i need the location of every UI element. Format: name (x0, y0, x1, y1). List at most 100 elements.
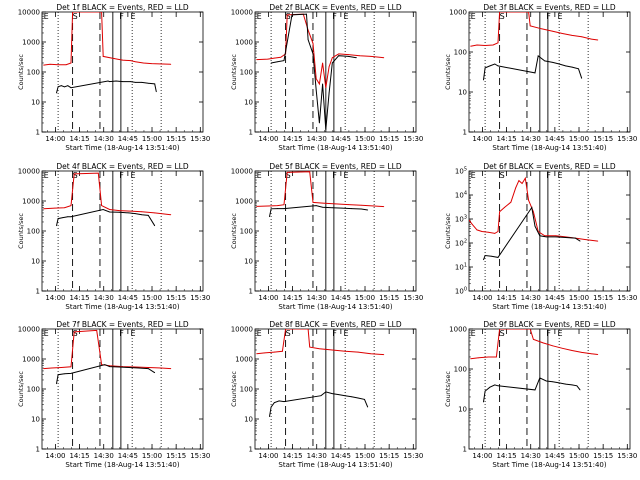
data-point (534, 225, 536, 227)
y-tick-label: 1 (36, 446, 40, 454)
data-point (154, 372, 156, 374)
data-point (109, 365, 111, 367)
data-point (359, 55, 361, 57)
data-point (283, 401, 285, 403)
data-point (529, 25, 531, 27)
data-point (331, 57, 333, 59)
x-tick-label: 15:15 (593, 452, 613, 460)
data-point (347, 54, 349, 56)
data-point (54, 207, 56, 209)
data-point (43, 64, 45, 66)
event-marker-label: E (471, 329, 476, 338)
data-point (533, 338, 534, 340)
x-tick-label: 14:45 (118, 452, 138, 460)
data-point (281, 350, 283, 352)
data-point (122, 81, 123, 82)
event-marker-label: S (500, 171, 505, 180)
data-point (64, 207, 65, 209)
data-point (552, 345, 554, 347)
data-point (338, 55, 340, 57)
data-point (160, 367, 162, 369)
chart-title: Det 5f BLACK = Events, RED = LLD (269, 162, 402, 171)
event-marker-label: E (44, 329, 49, 338)
y-tick-label: 1 (249, 288, 253, 296)
event-marker-label: S (500, 329, 505, 338)
data-point (115, 80, 117, 82)
data-point (109, 209, 111, 210)
data-point (57, 218, 59, 219)
data-point (97, 172, 99, 174)
chart-title: Det 1f BLACK = Events, RED = LLD (56, 3, 189, 12)
data-point (264, 352, 266, 354)
series-line-events (483, 55, 583, 81)
x-tick-label: 14:15 (69, 452, 89, 460)
data-point (57, 374, 59, 376)
series-line-lld (43, 12, 171, 66)
data-point (565, 237, 566, 238)
y-tick-label: 10 (31, 416, 40, 424)
data-point (576, 385, 578, 387)
event-marker-label: E (558, 12, 563, 21)
data-point (356, 57, 357, 59)
data-point (521, 183, 523, 184)
event-marker-label: F (546, 329, 551, 338)
time-markers (484, 329, 589, 449)
x-axis-label: Start Time (18-Aug-14 13:51:40) (278, 144, 392, 152)
data-point (528, 199, 529, 201)
x-tick-label: 14:00 (45, 452, 65, 460)
event-marker-label: E (344, 329, 349, 338)
data-point (102, 56, 104, 57)
chart-title: Det 4f BLACK = Events, RED = LLD (56, 162, 189, 171)
data-point (534, 389, 536, 391)
x-tick-label: 14:00 (45, 135, 65, 143)
data-point (277, 61, 278, 63)
data-point (539, 377, 541, 379)
x-tick-label: 15:00 (142, 135, 162, 143)
data-point (128, 212, 130, 214)
data-point (331, 62, 333, 64)
data-point (307, 39, 309, 41)
y-tick-label: 1 (249, 446, 253, 454)
data-point (578, 68, 579, 70)
chart-title: Det 7f BLACK = Events, RED = LLD (56, 320, 189, 329)
data-point (315, 89, 317, 91)
data-point (170, 63, 172, 65)
x-tick-label: 15:00 (355, 294, 375, 302)
data-point (489, 386, 491, 388)
y-tick-label: 1000 (22, 356, 40, 364)
x-tick-label: 14:15 (69, 294, 89, 302)
data-point (280, 56, 282, 58)
data-point (497, 42, 499, 44)
data-point (151, 63, 152, 65)
data-point (170, 368, 172, 369)
series-line-events (271, 13, 357, 130)
data-point (154, 225, 156, 227)
x-tick-label: 14:15 (496, 452, 516, 460)
x-tick-label: 15:00 (569, 452, 589, 460)
data-point (484, 45, 486, 46)
data-point (344, 395, 346, 397)
x-tick-label: 14:30 (307, 294, 327, 302)
data-point (487, 231, 489, 233)
series-line-events (483, 377, 581, 403)
data-point (499, 329, 500, 330)
data-point (283, 204, 285, 206)
series-line-lld (43, 172, 171, 216)
data-point (56, 383, 57, 385)
x-tick-label: 15:30 (190, 135, 210, 143)
y-tick-label: 1000 (449, 9, 467, 17)
data-point (558, 63, 560, 65)
data-point (130, 81, 131, 82)
y-tick-label: 10 (244, 258, 253, 266)
data-point (534, 72, 536, 74)
data-point (70, 62, 72, 64)
data-point (57, 86, 59, 88)
data-point (555, 236, 557, 238)
event-marker-label: E (257, 171, 262, 180)
data-point (65, 64, 67, 66)
data-point (571, 66, 573, 68)
data-point (147, 367, 149, 368)
x-tick-label: 15:15 (593, 135, 613, 143)
